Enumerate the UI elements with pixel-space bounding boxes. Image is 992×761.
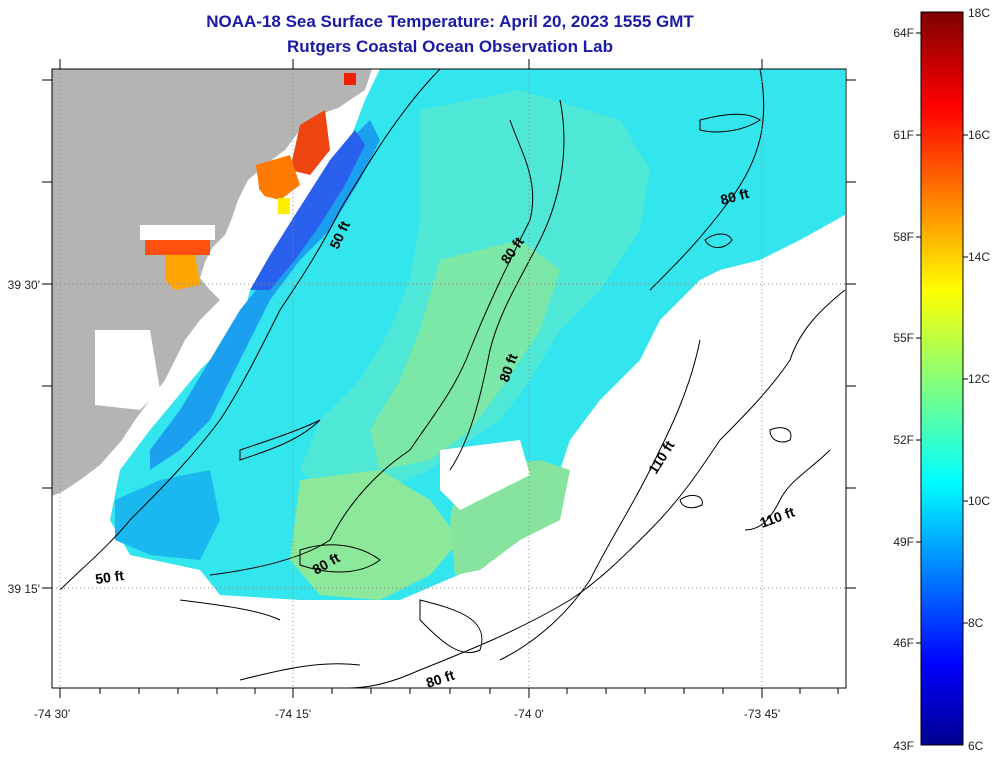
colorbar-label-c: 10C — [968, 494, 990, 508]
graticule — [52, 69, 846, 688]
contour-label-80ft-b: 80 ft — [719, 185, 751, 208]
colorbar-label-c: 12C — [968, 372, 990, 386]
colorbar-label-c: 8C — [968, 616, 984, 630]
lat-tick-label: 39 15' — [8, 582, 40, 596]
colorbar-label-f: 58F — [893, 230, 914, 244]
map-plot-area: 50 ft 50 ft 80 ft 80 ft 80 ft 80 ft 80 f… — [52, 69, 846, 691]
axis-ticks — [42, 59, 856, 698]
cloud-patch — [440, 440, 530, 510]
contour-label-80ft-e: 80 ft — [424, 667, 457, 691]
bay-patch — [240, 190, 275, 240]
lat-tick-label: 39 30' — [8, 278, 40, 292]
lon-tick-label: -74 15' — [275, 707, 311, 721]
colorbar-ticks — [916, 32, 968, 644]
contour-label-50ft-b: 50 ft — [94, 567, 125, 587]
temperature-colorbar: 64F 61F 58F 55F 52F 49F 46F 43F 18C 16C … — [893, 6, 990, 753]
colorbar-label-f: 46F — [893, 636, 914, 650]
bay-patch — [140, 225, 215, 240]
lon-tick-label: -74 30' — [34, 707, 70, 721]
bay-patch — [95, 330, 160, 410]
colorbar-label-f: 64F — [893, 26, 914, 40]
colorbar-label-c: 6C — [968, 739, 984, 753]
map-subtitle: Rutgers Coastal Ocean Observation Lab — [287, 37, 613, 56]
colorbar-label-c: 18C — [968, 6, 990, 20]
colorbar-label-f: 55F — [893, 331, 914, 345]
map-title: NOAA-18 Sea Surface Temperature: April 2… — [206, 12, 694, 31]
colorbar-label-f: 49F — [893, 535, 914, 549]
colorbar-gradient — [920, 11, 964, 746]
colorbar-label-c: 16C — [968, 128, 990, 142]
lon-tick-label: -74 0' — [514, 707, 544, 721]
map-frame — [51, 68, 847, 689]
colorbar-label-f: 43F — [893, 739, 914, 753]
colorbar-label-c: 14C — [968, 250, 990, 264]
colorbar-label-f: 52F — [893, 433, 914, 447]
lon-tick-label: -73 45' — [744, 707, 780, 721]
bathymetry-contours — [59, 69, 846, 688]
colorbar-label-f: 61F — [893, 128, 914, 142]
